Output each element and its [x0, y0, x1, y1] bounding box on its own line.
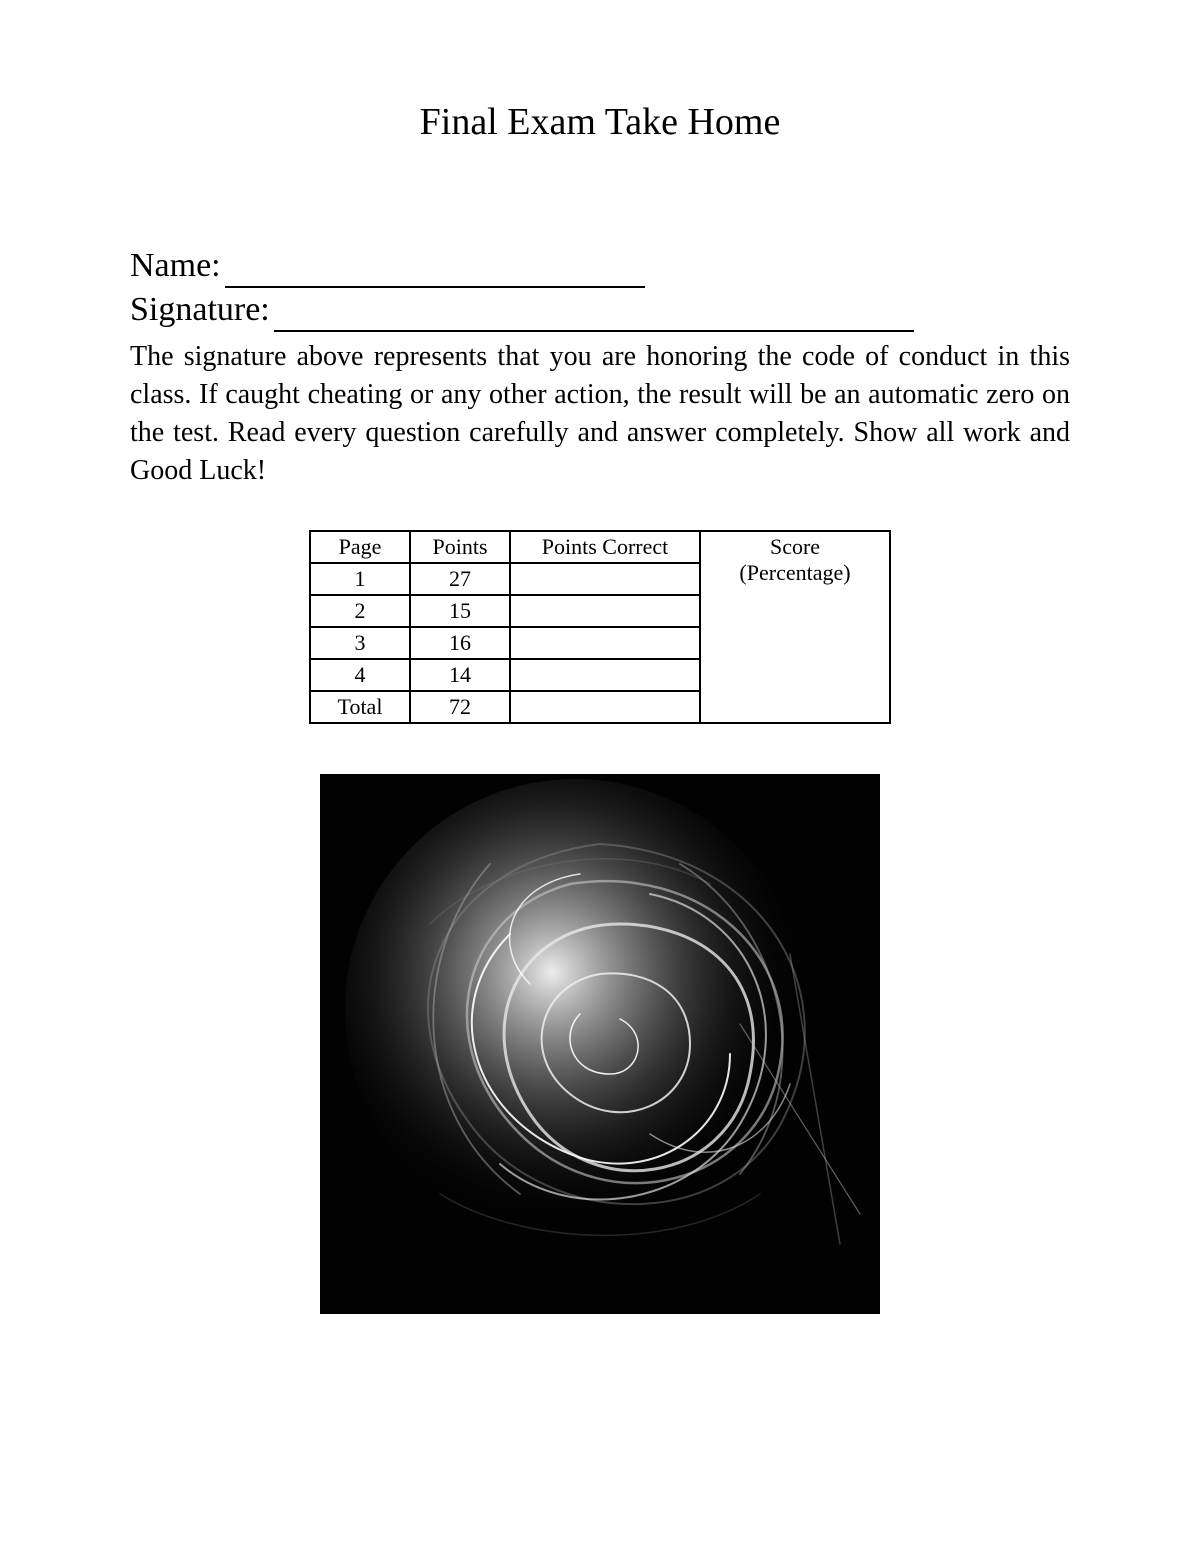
signature-blank-line[interactable] — [274, 298, 914, 332]
cell-points-total: 72 — [410, 691, 510, 723]
name-row: Name: — [130, 244, 1070, 288]
cell-correct-total[interactable] — [510, 691, 700, 723]
header-score-main: Score — [711, 534, 879, 560]
exam-page: Final Exam Take Home Name: Signature: Th… — [0, 0, 1200, 1374]
header-score-sub: (Percentage) — [711, 560, 879, 586]
header-points: Points — [410, 531, 510, 563]
cell-points: 15 — [410, 595, 510, 627]
header-score: Score (Percentage) — [700, 531, 890, 723]
cell-correct[interactable] — [510, 627, 700, 659]
signature-label: Signature: — [130, 288, 270, 332]
page-title: Final Exam Take Home — [130, 100, 1070, 144]
fractal-image — [320, 774, 880, 1314]
score-table: Page Points Points Correct Score (Percen… — [309, 530, 891, 724]
cell-points: 16 — [410, 627, 510, 659]
cell-correct[interactable] — [510, 563, 700, 595]
cell-points: 14 — [410, 659, 510, 691]
cell-page: 3 — [310, 627, 410, 659]
score-table-wrap: Page Points Points Correct Score (Percen… — [130, 530, 1070, 724]
decorative-image-wrap — [130, 774, 1070, 1314]
header-page: Page — [310, 531, 410, 563]
table-header-row: Page Points Points Correct Score (Percen… — [310, 531, 890, 563]
cell-page: 1 — [310, 563, 410, 595]
cell-correct[interactable] — [510, 659, 700, 691]
name-blank-line[interactable] — [225, 254, 645, 288]
cell-points: 27 — [410, 563, 510, 595]
name-label: Name: — [130, 244, 221, 288]
cell-page: 4 — [310, 659, 410, 691]
cell-page: 2 — [310, 595, 410, 627]
cell-correct[interactable] — [510, 595, 700, 627]
signature-row: Signature: — [130, 288, 1070, 332]
instructions-text: The signature above represents that you … — [130, 338, 1070, 489]
cell-page-total: Total — [310, 691, 410, 723]
header-points-correct: Points Correct — [510, 531, 700, 563]
